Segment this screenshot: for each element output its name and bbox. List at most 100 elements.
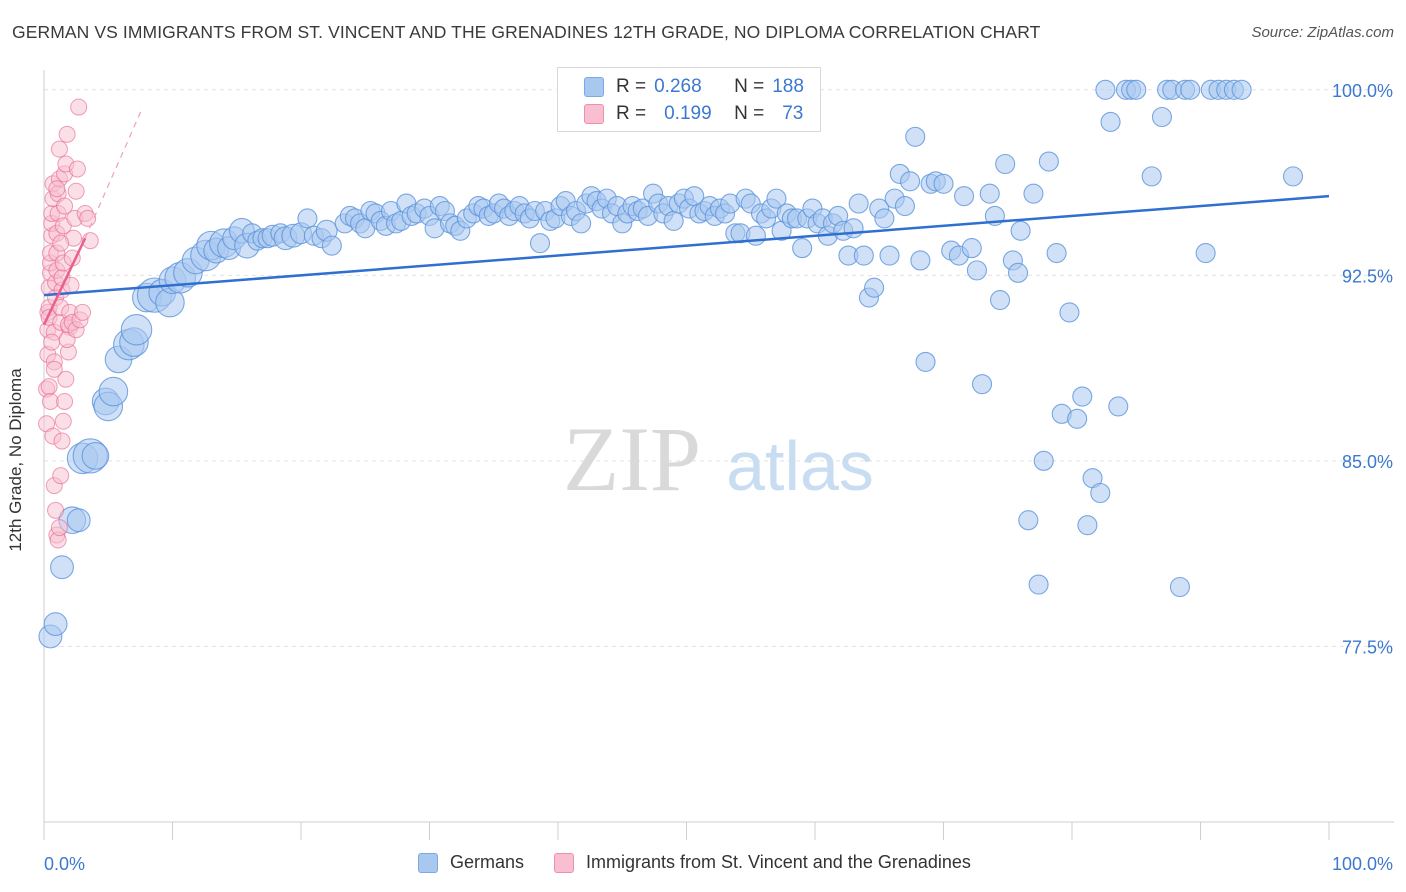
legend: Germans Immigrants from St. Vincent and …: [418, 852, 1001, 873]
immigrants-point: [74, 303, 92, 321]
germans-point: [1169, 576, 1190, 598]
legend-item-germans[interactable]: Germans: [418, 852, 524, 873]
stats-n-value-immigrants: 73: [782, 103, 804, 124]
germans-point: [1059, 302, 1080, 323]
immigrants-point: [79, 209, 97, 227]
germans-point: [879, 245, 900, 266]
germans-point: [1108, 396, 1129, 417]
stats-r-value-germans: 0.268: [654, 76, 702, 97]
germans-point: [321, 235, 342, 256]
germans-trend-line: [43, 194, 1330, 297]
germans-point: [910, 250, 931, 271]
germans-point: [1038, 151, 1059, 172]
germans-point: [961, 238, 982, 259]
immigrants-point: [53, 432, 71, 450]
stats-r-label: R =: [616, 103, 647, 124]
stats-n-label: N =: [734, 76, 765, 97]
stats-row-immigrants: R = 0.199 N = 73: [584, 101, 803, 127]
source-label: Source: ZipAtlas.com: [1251, 24, 1394, 41]
immigrants-point: [52, 467, 70, 485]
gridlines: [44, 89, 1394, 647]
y-tick-label: 92.5%: [1342, 266, 1393, 286]
legend-label-germans: Germans: [450, 852, 525, 872]
germans-point: [1007, 262, 1029, 283]
chart-title: GERMAN VS IMMIGRANTS FROM ST. VINCENT AN…: [12, 22, 1041, 42]
legend-swatch-germans: [418, 852, 438, 873]
immigrants-point: [68, 160, 86, 178]
germans-point: [954, 186, 975, 207]
immigrants-trend-extension: [84, 109, 143, 239]
immigrants-point: [40, 378, 58, 396]
x-tick-label: 100.0%: [1332, 854, 1393, 874]
stats-n-label: N =: [734, 103, 765, 124]
germans-point: [894, 196, 916, 217]
stats-swatch-immigrants: [584, 104, 604, 124]
legend-label-immigrants: Immigrants from St. Vincent and the Gren…: [586, 852, 971, 872]
immigrants-point: [43, 333, 61, 351]
germans-point: [1023, 183, 1044, 204]
germans-point: [966, 260, 987, 281]
germans-point: [1282, 166, 1304, 187]
germans-point: [1018, 510, 1039, 531]
x-tick-label: 0.0%: [44, 854, 85, 874]
germans-point: [792, 238, 813, 259]
germans-point: [848, 193, 869, 214]
tick-labels: 77.5% 85.0% 92.5% 100.0% 0.0% 100.0%: [44, 81, 1393, 874]
y-tick-label: 77.5%: [1342, 637, 1393, 657]
germans-point: [1072, 386, 1093, 407]
germans-point: [745, 225, 766, 246]
immigrants-point: [52, 234, 70, 252]
germans-point: [81, 442, 110, 470]
immigrants-point: [70, 98, 88, 116]
axes: [43, 70, 1394, 840]
germans-point: [1033, 450, 1054, 471]
y-tick-label: 85.0%: [1342, 452, 1393, 472]
legend-swatch-immigrants: [554, 852, 575, 873]
immigrants-point: [41, 392, 59, 410]
stats-r-value-immigrants: 0.199: [664, 103, 712, 124]
germans-point: [1010, 220, 1031, 241]
germans-point: [66, 508, 91, 533]
germans-point: [571, 213, 592, 234]
germans-point: [853, 245, 874, 266]
immigrants-points: [38, 98, 99, 549]
immigrants-point: [57, 370, 75, 388]
germans-point: [1077, 515, 1098, 536]
germans-point: [529, 233, 551, 254]
germans-point: [1090, 482, 1111, 504]
germans-point: [915, 351, 936, 372]
germans-point: [1046, 243, 1067, 264]
immigrants-point: [50, 519, 68, 537]
germans-point: [900, 171, 921, 192]
stats-box: R = 0.268 N = 188 R = 0.199 N = 73: [557, 67, 821, 132]
germans-point: [843, 218, 864, 239]
germans-point: [971, 374, 993, 395]
stats-n-value-germans: 188: [772, 76, 804, 97]
germans-point: [1141, 166, 1162, 187]
legend-item-immigrants[interactable]: Immigrants from St. Vincent and the Gren…: [554, 852, 971, 873]
germans-point: [120, 313, 153, 346]
germans-point: [98, 376, 129, 407]
germans-point: [297, 208, 318, 229]
germans-points: [38, 79, 1304, 649]
germans-point: [1028, 574, 1049, 595]
germans-point: [1126, 79, 1147, 100]
germans-point: [1180, 79, 1201, 100]
germans-point: [933, 173, 954, 194]
germans-point: [1231, 79, 1252, 100]
immigrants-point: [67, 182, 85, 200]
germans-point: [874, 208, 895, 229]
immigrants-point: [54, 412, 72, 430]
germans-point: [1100, 111, 1121, 132]
trend-lines: [42, 109, 1330, 326]
stats-swatch-germans: [584, 77, 604, 97]
germans-point: [43, 612, 68, 637]
germans-point: [1151, 106, 1172, 128]
germans-point: [766, 188, 787, 209]
germans-point: [989, 290, 1011, 311]
stats-row-germans: R = 0.268 N = 188: [584, 74, 804, 100]
germans-point: [1195, 243, 1216, 264]
watermark-zip: ZIP: [563, 408, 701, 510]
germans-point: [50, 555, 74, 580]
